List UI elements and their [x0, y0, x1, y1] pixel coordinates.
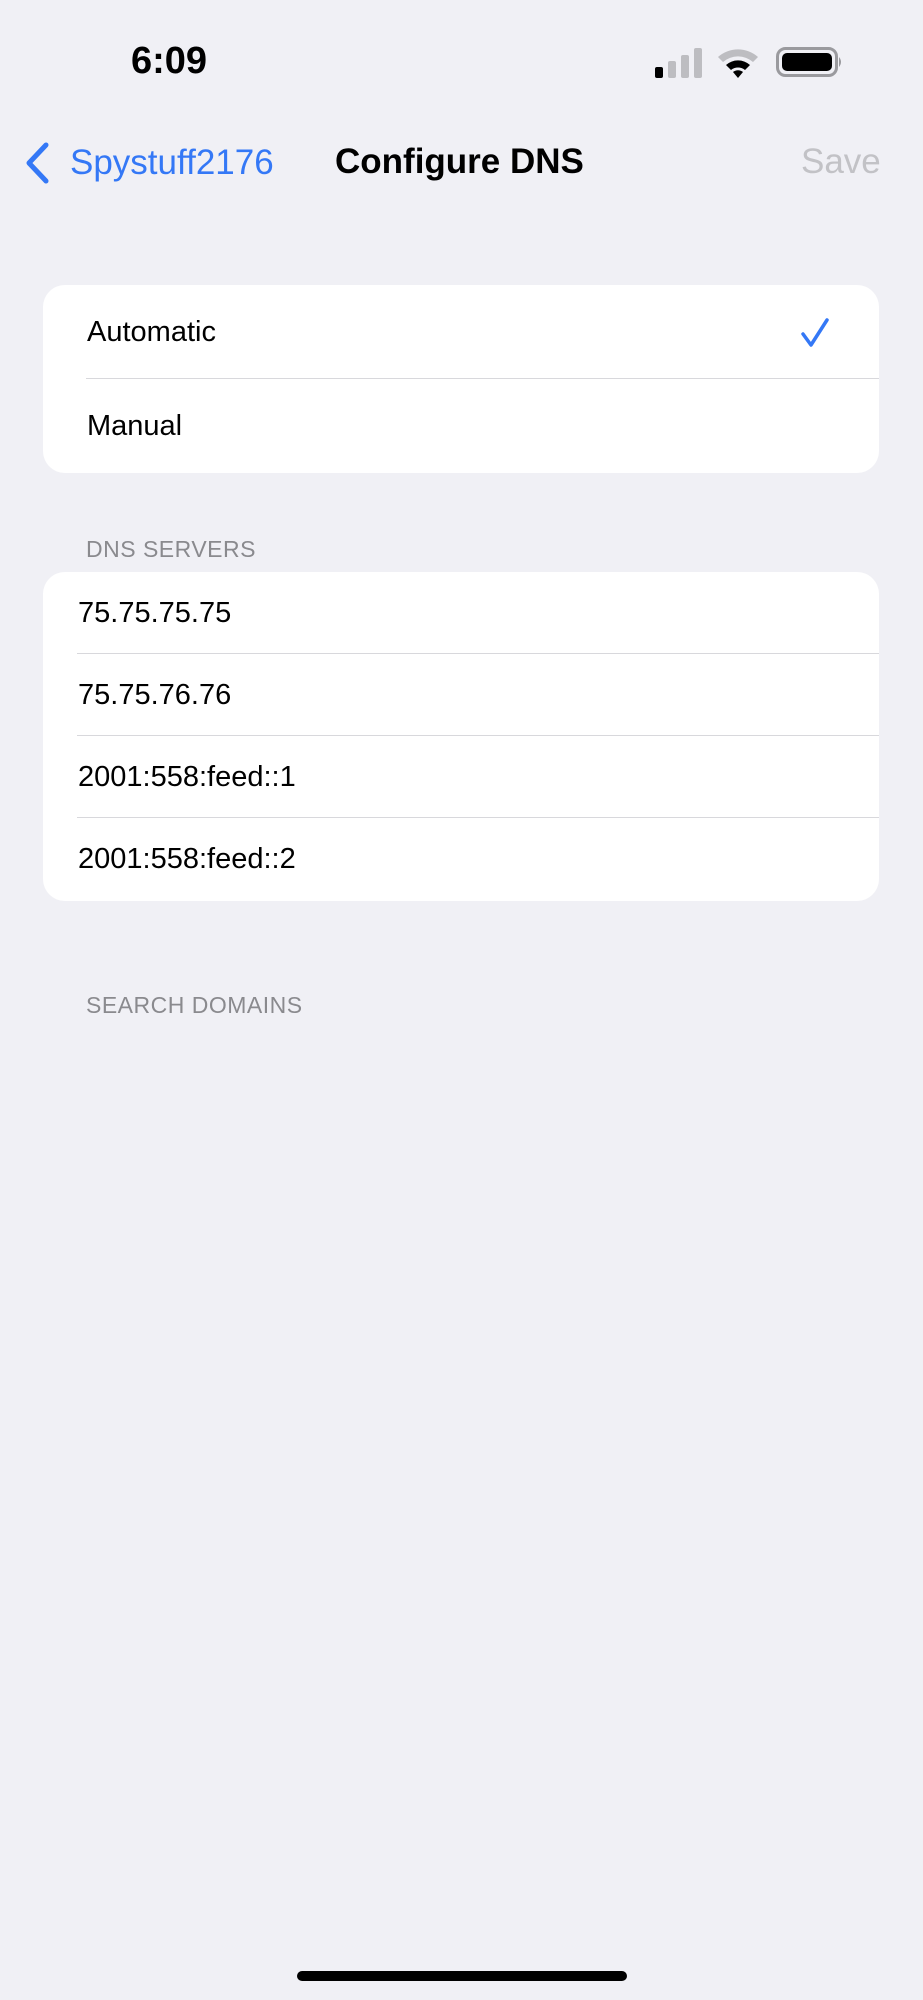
save-button[interactable]: Save [801, 142, 881, 181]
dns-server-row[interactable]: 2001:558:feed::1 [43, 736, 879, 818]
option-label: Manual [87, 409, 183, 442]
dns-server-row[interactable]: 2001:558:feed::2 [43, 818, 879, 901]
option-automatic[interactable]: Automatic [43, 285, 879, 379]
cellular-signal-icon [655, 48, 702, 78]
dns-server-address: 2001:558:feed::1 [78, 760, 296, 793]
dns-server-address: 75.75.75.75 [78, 596, 232, 629]
dns-servers-list: 75.75.75.75 75.75.76.76 2001:558:feed::1… [43, 572, 879, 901]
divider [86, 378, 879, 379]
option-manual[interactable]: Manual [43, 379, 879, 473]
dns-server-row[interactable]: 75.75.76.76 [43, 654, 879, 736]
status-time: 6:09 [131, 40, 208, 82]
dns-server-address: 75.75.76.76 [78, 678, 232, 711]
wifi-icon [718, 49, 758, 78]
option-label: Automatic [87, 315, 216, 348]
divider [77, 735, 879, 736]
back-button[interactable]: Spystuff2176 [24, 140, 274, 186]
dns-mode-group: Automatic Manual [43, 285, 879, 473]
home-indicator[interactable] [297, 1971, 627, 1981]
battery-icon [776, 47, 841, 77]
divider [77, 653, 879, 654]
divider [77, 817, 879, 818]
dns-server-row[interactable]: 75.75.75.75 [43, 572, 879, 654]
chevron-left-icon [26, 142, 49, 184]
back-label: Spystuff2176 [70, 143, 274, 182]
checkmark-icon [801, 318, 829, 347]
dns-server-address: 2001:558:feed::2 [78, 843, 296, 875]
dns-servers-header: DNS SERVERS [86, 536, 256, 562]
search-domains-header: SEARCH DOMAINS [86, 992, 303, 1018]
page-title: Configure DNS [335, 142, 584, 181]
